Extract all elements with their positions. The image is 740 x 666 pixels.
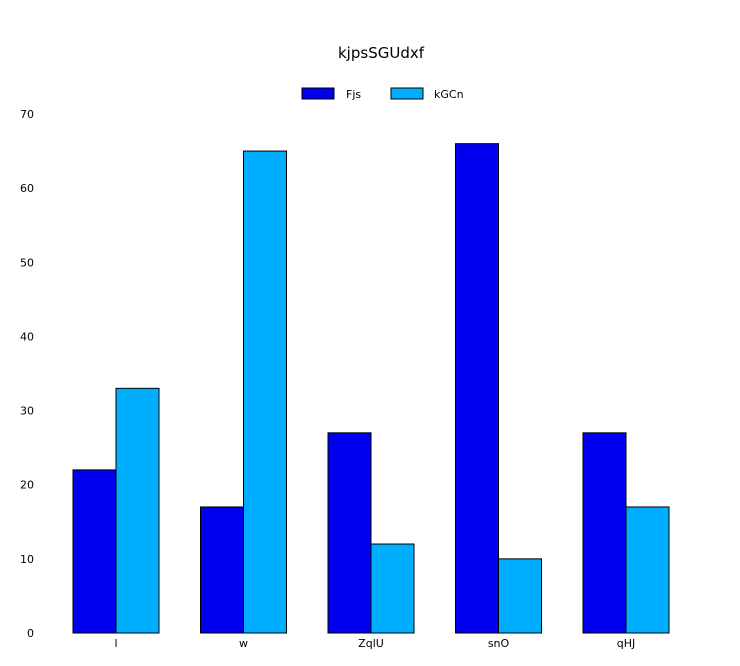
bar-fjs-l (73, 470, 116, 633)
y-tick-label: 20 (20, 479, 34, 492)
y-tick-label: 30 (20, 405, 34, 418)
x-axis-ticks: l w ZqlU snO qHJ (114, 637, 635, 650)
x-tick-label: snO (488, 637, 510, 650)
y-tick-label: 40 (20, 330, 34, 343)
bar-kgcn-l (116, 388, 159, 633)
legend-swatch-fjs (302, 88, 334, 99)
y-tick-label: 70 (20, 108, 34, 121)
bars (73, 144, 669, 633)
bar-fjs-zqlu (328, 433, 371, 633)
bar-kgcn-sno (499, 559, 542, 633)
x-tick-label: l (114, 637, 117, 650)
legend-label-fjs: Fjs (346, 88, 361, 101)
legend-label-kgcn: kGCn (434, 88, 464, 101)
x-tick-label: w (239, 637, 248, 650)
x-tick-label: qHJ (617, 637, 636, 650)
y-tick-label: 10 (20, 553, 34, 566)
bar-fjs-w (201, 507, 244, 633)
y-tick-label: 50 (20, 256, 34, 269)
legend-swatch-kgcn (391, 88, 423, 99)
y-tick-label: 0 (27, 627, 34, 640)
y-axis-ticks: 0 10 20 30 40 50 60 70 (20, 108, 34, 640)
chart-title: kjpsSGUdxf (338, 44, 425, 62)
bar-kgcn-qhj (626, 507, 669, 633)
bar-kgcn-w (244, 151, 287, 633)
bar-kgcn-zqlu (371, 544, 414, 633)
y-tick-label: 60 (20, 182, 34, 195)
bar-fjs-qhj (583, 433, 626, 633)
bar-fjs-sno (456, 144, 499, 633)
x-tick-label: ZqlU (358, 637, 384, 650)
legend: Fjs kGCn (302, 88, 464, 101)
